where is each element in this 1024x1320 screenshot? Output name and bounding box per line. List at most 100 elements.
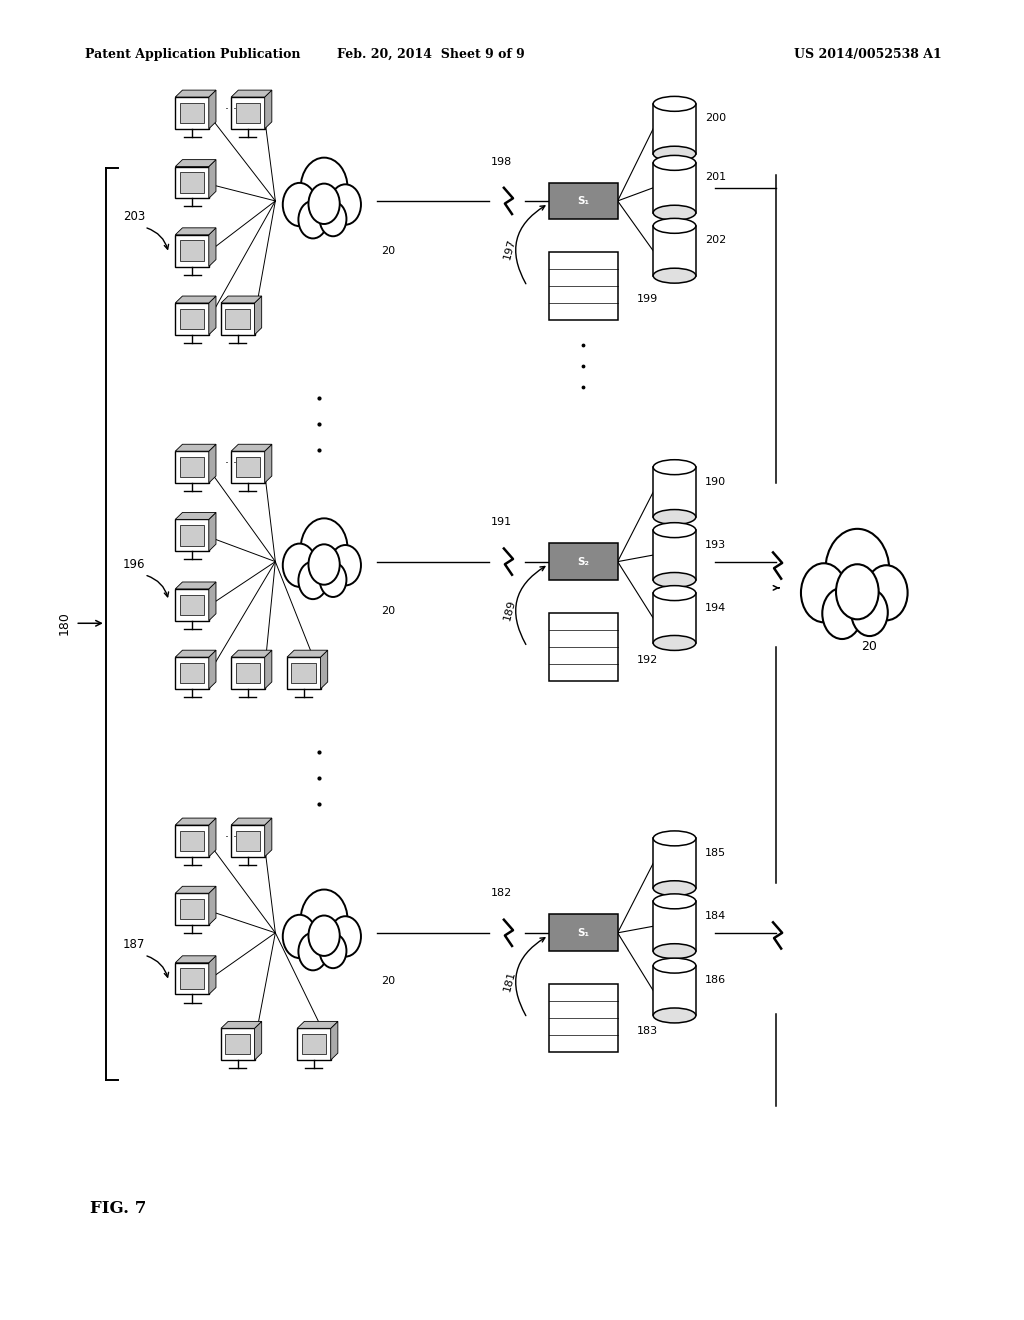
Bar [292, 663, 316, 684]
Bar [179, 663, 205, 684]
Bar [179, 830, 205, 851]
Bar [287, 657, 321, 689]
Bar [549, 252, 617, 321]
Bar [549, 915, 617, 952]
Text: 196: 196 [123, 558, 145, 570]
Polygon shape [209, 818, 216, 857]
Bar [297, 1028, 331, 1060]
Polygon shape [264, 445, 271, 483]
Bar [175, 589, 209, 620]
Polygon shape [175, 512, 216, 519]
Text: 184: 184 [705, 911, 726, 921]
Bar [179, 309, 205, 329]
Polygon shape [175, 160, 216, 166]
Bar [549, 544, 617, 579]
Bar [175, 98, 209, 129]
Polygon shape [175, 445, 216, 451]
Text: 202: 202 [705, 235, 726, 246]
Bar [175, 825, 209, 857]
Ellipse shape [653, 156, 696, 170]
Polygon shape [209, 651, 216, 689]
Bar [653, 966, 696, 1015]
Bar [231, 451, 264, 483]
Ellipse shape [653, 573, 696, 587]
Circle shape [298, 201, 328, 239]
Text: 198: 198 [492, 157, 512, 166]
Text: 197: 197 [503, 238, 517, 261]
Text: 181: 181 [503, 970, 517, 993]
Polygon shape [175, 228, 216, 235]
Ellipse shape [653, 510, 696, 524]
Bar [231, 825, 264, 857]
Polygon shape [175, 886, 216, 894]
Ellipse shape [653, 147, 696, 161]
Polygon shape [321, 651, 328, 689]
Bar [175, 894, 209, 925]
Bar [236, 103, 260, 123]
Bar [301, 1034, 327, 1055]
Text: 199: 199 [637, 294, 658, 305]
Polygon shape [287, 651, 328, 657]
Text: 189: 189 [503, 598, 517, 622]
Circle shape [330, 185, 361, 224]
Circle shape [825, 529, 889, 611]
Ellipse shape [653, 958, 696, 973]
Text: 20: 20 [381, 606, 395, 616]
Circle shape [301, 890, 347, 950]
Bar [175, 304, 209, 335]
Polygon shape [209, 582, 216, 620]
Polygon shape [175, 956, 216, 962]
Text: 20: 20 [861, 640, 878, 653]
Circle shape [298, 933, 328, 970]
Polygon shape [209, 228, 216, 267]
Circle shape [298, 561, 328, 599]
Bar [175, 166, 209, 198]
Text: 190: 190 [705, 477, 726, 487]
Bar [653, 902, 696, 952]
Polygon shape [264, 818, 271, 857]
Bar [179, 899, 205, 919]
Circle shape [301, 519, 347, 579]
Circle shape [301, 157, 347, 218]
Text: 193: 193 [705, 540, 726, 549]
Ellipse shape [653, 268, 696, 284]
Bar [221, 1028, 255, 1060]
Text: FIG. 7: FIG. 7 [90, 1200, 146, 1217]
Bar [653, 226, 696, 276]
Polygon shape [231, 90, 271, 98]
Circle shape [308, 183, 340, 224]
Text: 200: 200 [705, 114, 726, 123]
Text: 20: 20 [381, 977, 395, 986]
Polygon shape [209, 445, 216, 483]
Ellipse shape [653, 880, 696, 896]
Text: 187: 187 [123, 939, 145, 952]
Bar [549, 983, 617, 1052]
Bar [225, 309, 250, 329]
Polygon shape [231, 818, 271, 825]
Circle shape [319, 933, 346, 968]
Ellipse shape [653, 944, 696, 958]
Polygon shape [297, 1022, 338, 1028]
Text: 191: 191 [492, 517, 512, 527]
Bar [221, 304, 255, 335]
Polygon shape [209, 886, 216, 925]
Text: S₂: S₂ [578, 557, 589, 566]
Bar [231, 657, 264, 689]
Polygon shape [231, 651, 271, 657]
Polygon shape [175, 651, 216, 657]
Text: 201: 201 [705, 173, 726, 182]
Ellipse shape [653, 586, 696, 601]
Polygon shape [331, 1022, 338, 1060]
Text: S₁: S₁ [578, 195, 589, 206]
Bar [179, 240, 205, 261]
Ellipse shape [653, 459, 696, 475]
Bar [236, 663, 260, 684]
Polygon shape [264, 90, 271, 129]
Bar [653, 104, 696, 153]
Polygon shape [221, 1022, 262, 1028]
Bar [175, 962, 209, 994]
Bar [549, 182, 617, 219]
Bar [236, 830, 260, 851]
Text: 203: 203 [123, 210, 145, 223]
Bar [653, 593, 696, 643]
